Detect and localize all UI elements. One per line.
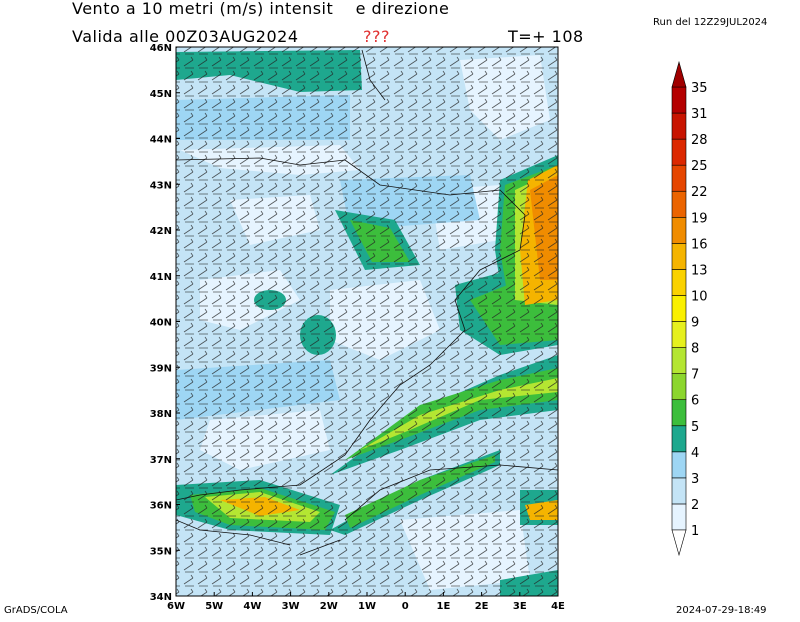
colorbar-label: 25 (691, 159, 708, 174)
colorbar-label: 35 (691, 81, 708, 96)
colorbar-segment (671, 347, 687, 374)
colorbar-segment (671, 399, 687, 427)
colorbar-segment (671, 190, 687, 218)
colorbar-segment (671, 243, 687, 270)
lat-label: 40N (150, 318, 172, 329)
colorbar-segment (671, 425, 687, 453)
colorbar-label: 22 (691, 185, 708, 200)
colorbar-top-triangle (671, 60, 687, 88)
colorbar-label: 3 (691, 472, 699, 487)
colorbar-label: 7 (691, 368, 699, 383)
colorbar-segment (671, 86, 687, 114)
colorbar-segment (671, 451, 687, 479)
colorbar-segment (671, 269, 687, 296)
lat-label: 41N (150, 272, 172, 283)
lon-label: 3W (282, 601, 300, 612)
lat-label: 43N (150, 180, 172, 191)
footer-right: 2024-07-29-18:49 (676, 605, 767, 616)
lon-label: 6W (167, 601, 185, 612)
colorbar-label: 28 (691, 133, 708, 148)
colorbar-label: 13 (691, 263, 708, 278)
colorbar-bottom-triangle (671, 529, 687, 557)
lon-label: 2W (320, 601, 338, 612)
lon-label: 2E (475, 601, 489, 612)
lat-label: 45N (150, 89, 172, 100)
lat-label: 39N (150, 363, 172, 374)
valid-time: Valida alle 00Z03AUG2024 (72, 27, 299, 46)
lat-label: 35N (150, 546, 172, 557)
title: Vento a 10 metri (m/s) intensit e direzi… (72, 0, 449, 18)
lon-label: 4W (243, 601, 261, 612)
lon-label: 1E (437, 601, 451, 612)
lat-label: 36N (150, 501, 172, 512)
colorbar-label: 10 (691, 289, 708, 304)
colorbar-segment (671, 321, 687, 348)
colorbar-label: 6 (691, 394, 699, 409)
lat-label: 34N (150, 592, 172, 603)
colorbar-segment (671, 112, 687, 140)
colorbar-segment (671, 503, 687, 531)
lat-label: 38N (150, 409, 172, 420)
colorbar-label: 4 (691, 446, 699, 461)
lat-label: 46N (150, 43, 172, 54)
colorbar-label: 19 (691, 211, 708, 226)
colorbar-label: 9 (691, 316, 699, 331)
coastline (176, 49, 558, 556)
wind-barbs (176, 47, 558, 596)
run-time: Run del 12Z29JUL2024 (653, 17, 767, 28)
colorbar-segment (671, 373, 687, 401)
colorbar-label: 8 (691, 342, 699, 357)
lat-label: 42N (150, 226, 172, 237)
colorbar-label: 31 (691, 107, 708, 122)
colorbar-label: 1 (691, 524, 699, 539)
forecast-step: T=+ 108 (507, 27, 584, 46)
lon-label: 4E (551, 601, 565, 612)
lon-label: 5W (205, 601, 223, 612)
colorbar-segment (671, 295, 687, 322)
lat-label: 44N (150, 135, 172, 146)
colorbar-segment (671, 477, 687, 505)
colorbar-segment (671, 164, 687, 192)
lon-label: 1W (358, 601, 376, 612)
colorbar-label: 16 (691, 237, 708, 252)
colorbar-label: 2 (691, 498, 699, 513)
map-field (176, 47, 558, 596)
footer-left: GrADS/COLA (4, 605, 68, 616)
colorbar-label: 5 (691, 420, 699, 435)
lon-label: 0 (402, 601, 409, 612)
colorbar-segment (671, 138, 687, 166)
lat-label: 37N (150, 455, 172, 466)
flag: ??? (363, 27, 390, 46)
colorbar-segment (671, 216, 687, 244)
lon-label: 3E (513, 601, 527, 612)
